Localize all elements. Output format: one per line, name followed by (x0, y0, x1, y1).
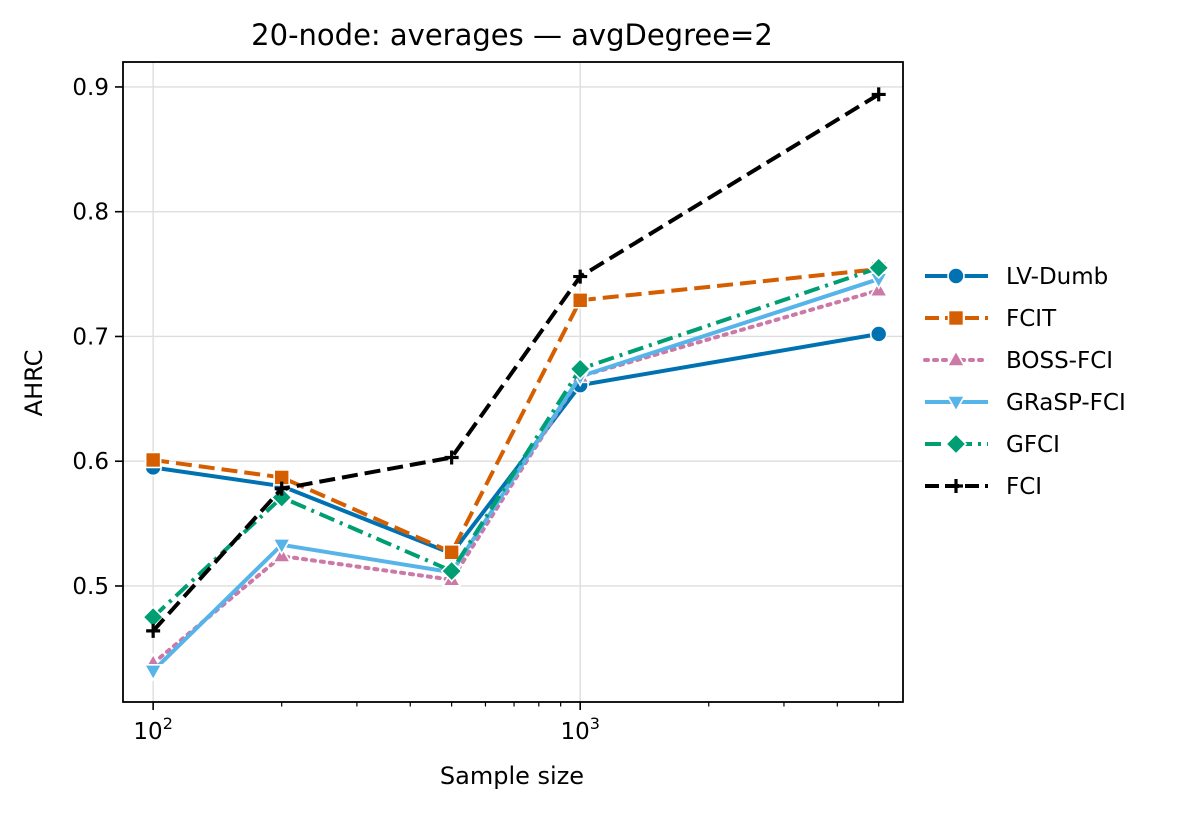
x-tick-label: 102 (133, 714, 172, 745)
x-tick-exponent: 3 (590, 714, 600, 733)
y-tick-label: 0.6 (72, 449, 109, 475)
y-tick-label: 0.9 (72, 75, 109, 101)
data-point-lv-dumb (869, 325, 888, 343)
legend-label: BOSS-FCI (1006, 348, 1113, 374)
chart-title: 20-node: averages — avgDegree=2 (251, 18, 773, 52)
y-tick-label: 0.8 (72, 200, 109, 226)
data-point-fcit (144, 451, 162, 469)
legend-label: GRaSP-FCI (1006, 390, 1126, 416)
legend-marker-gfci (944, 432, 968, 456)
x-axis-label: Sample size (440, 762, 584, 790)
legend-item-fci: FCI (925, 474, 1042, 500)
legend-marker-fcit (947, 309, 965, 327)
legend-item-gfci: GFCI (925, 432, 1060, 458)
legend-label: FCI (1006, 474, 1042, 500)
data-point-gfci (867, 256, 890, 279)
legend-marker-lv-dumb (947, 267, 965, 285)
legend-item-boss-fci: BOSS-FCI (923, 348, 1113, 374)
data-point-gfci (440, 559, 463, 583)
data-point-grasp-fci (143, 664, 164, 682)
data-point-gfci (569, 357, 592, 381)
legend-item-grasp-fci: GRaSP-FCI (925, 390, 1126, 416)
legend-marker-fci (949, 479, 963, 493)
legend-label: FCIT (1006, 306, 1057, 332)
x-tick-label: 103 (560, 714, 599, 745)
data-point-fci (871, 87, 886, 102)
data-point-fci (573, 269, 588, 284)
grid (123, 62, 903, 702)
data-point-fci (146, 623, 161, 638)
series-layer (142, 87, 890, 682)
data-point-fcit (443, 543, 460, 561)
x-tick-base: 10 (133, 719, 162, 745)
data-point-fcit (571, 291, 589, 309)
y-tick-label: 0.5 (72, 574, 109, 600)
legend-marker-boss-fci (946, 349, 966, 367)
plot-frame (122, 61, 904, 703)
data-point-fci (274, 481, 289, 496)
series-line-fci (151, 92, 880, 633)
legend-item-lv-dumb: LV-Dumb (925, 264, 1108, 290)
series-fci (146, 87, 886, 638)
data-point-grasp-fci (271, 538, 292, 556)
x-tick-base: 10 (560, 719, 589, 745)
data-point-fci (444, 450, 459, 465)
legend: LV-Dumb FCIT BOSS-FCI GRaSP-FCI GFCI FCI (923, 264, 1126, 500)
legend-item-fcit: FCIT (925, 306, 1057, 332)
y-tick-label: 0.7 (72, 324, 109, 350)
legend-marker-grasp-fci (946, 395, 966, 413)
series-line-fcit (152, 267, 879, 555)
legend-label: GFCI (1006, 432, 1060, 458)
series-line-boss-fci (151, 288, 881, 666)
legend-label: LV-Dumb (1006, 264, 1108, 290)
x-tick-exponent: 2 (163, 714, 173, 733)
y-axis-label: AHRC (20, 350, 48, 417)
